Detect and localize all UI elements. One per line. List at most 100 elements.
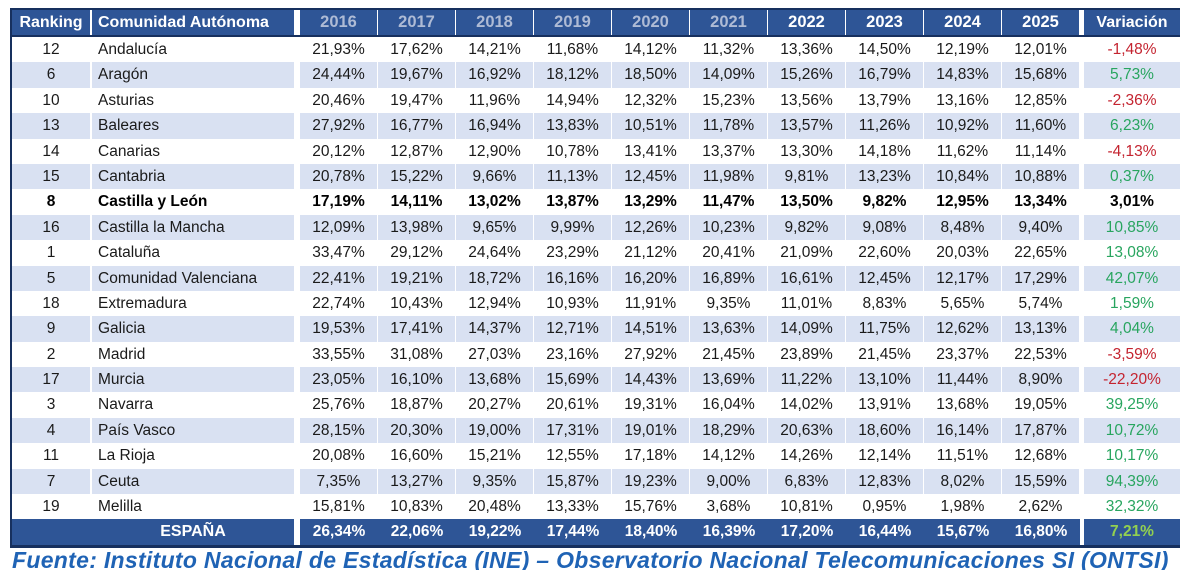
cell-ranking: 11 <box>42 447 60 465</box>
cell-community: Cataluña <box>98 244 161 262</box>
cell-value-2023: 13,91% <box>858 396 911 414</box>
cell-value-2024: 12,62% <box>924 316 1001 342</box>
cell-value-2024: 11,62% <box>936 142 989 160</box>
cell-community: Galicia <box>92 316 294 342</box>
cell-value-2022: 13,57% <box>768 113 845 139</box>
table-row: 1 Cataluña 33,47% 29,12% 24,64% 23,29% 21,12% 2… <box>12 240 1180 265</box>
total-value-2023: 16,44% <box>846 519 924 545</box>
cell-value-2025: 8,90% <box>1002 367 1079 393</box>
cell-value-2016: 21,93% <box>312 41 365 58</box>
cell-value-2023: 0,95% <box>862 498 907 516</box>
cell-variation: 1,59% <box>1110 294 1154 312</box>
cell-value-2021: 16,89% <box>690 265 767 291</box>
cell-value-2016: 19,53% <box>300 316 377 342</box>
cell-value-2019: 14,94% <box>546 91 599 109</box>
cell-variation: -4,13% <box>1107 142 1157 160</box>
cell-value-2020: 15,76% <box>624 498 677 516</box>
cell-community: Ceuta <box>92 468 294 495</box>
total-value-2018: 19,22% <box>456 519 534 545</box>
cell-value-2020: 12,32% <box>624 91 677 109</box>
cell-value-2021: 13,37% <box>702 142 755 160</box>
cell-value-2020: 21,12% <box>624 244 677 262</box>
cell-value-2020: 11,91% <box>624 294 677 312</box>
cell-value-2020: 16,20% <box>612 265 689 291</box>
cell-value-2024: 16,14% <box>924 417 1001 444</box>
cell-value-2021: 3,68% <box>706 498 751 516</box>
header-year-2017: 2017 <box>378 10 455 35</box>
cell-value-2023: 9,08% <box>846 214 923 241</box>
table-row: 15 Cantabria 20,78% 15,22% 9,66% 11,13% 12,45%… <box>12 163 1180 190</box>
table-header-row: Ranking Comunidad Autónoma 2016 2017 2018 2… <box>12 8 1180 37</box>
cell-value-2018: 9,65% <box>456 214 533 241</box>
cell-value-2021: 15,23% <box>702 91 755 109</box>
header-year-2025: 2025 <box>1002 10 1079 35</box>
cell-value-2017: 17,62% <box>390 41 443 58</box>
cell-value-2022: 13,56% <box>780 91 833 109</box>
cell-variation: 39,25% <box>1105 396 1159 414</box>
total-label: ESPAÑA <box>12 519 294 545</box>
cell-value-2024: 13,68% <box>936 396 989 414</box>
cell-value-2020: 19,31% <box>624 396 677 414</box>
cell-value-2021: 14,12% <box>702 447 755 465</box>
cell-ranking: 16 <box>12 214 90 241</box>
cell-value-2016: 23,05% <box>300 367 377 393</box>
total-row: ESPAÑA 26,34% 22,06% 19,22% 17,44% 18,40% 16,3… <box>12 519 1180 548</box>
cell-value-2022: 11,01% <box>780 294 833 312</box>
cell-value-2022: 20,63% <box>768 417 845 444</box>
header-year-2018: 2018 <box>456 10 533 35</box>
cell-value-2023: 13,79% <box>858 91 911 109</box>
total-value-2017: 22,06% <box>378 519 456 545</box>
cell-ranking: 8 <box>46 193 56 211</box>
cell-value-2017: 15,22% <box>378 163 455 190</box>
cell-value-2017: 31,08% <box>390 345 443 363</box>
cell-value-2019: 15,87% <box>534 468 611 495</box>
cell-value-2019: 17,31% <box>534 417 611 444</box>
cell-value-2022: 9,82% <box>768 214 845 241</box>
cell-value-2025: 11,60% <box>1002 113 1079 139</box>
cell-value-2016: 28,15% <box>300 417 377 444</box>
cell-value-2023: 13,23% <box>846 163 923 190</box>
cell-community: Extremadura <box>98 294 187 312</box>
cell-value-2020: 12,45% <box>612 163 689 190</box>
cell-value-2022: 14,02% <box>780 396 833 414</box>
cell-variation: -2,36% <box>1107 91 1157 109</box>
cell-value-2025: 5,74% <box>1018 294 1063 312</box>
cell-value-2016: 20,12% <box>312 142 365 160</box>
table-row: 18 Extremadura 22,74% 10,43% 12,94% 10,93% 11,… <box>12 291 1180 316</box>
cell-value-2018: 9,35% <box>456 468 533 495</box>
cell-variation: 94,39% <box>1084 468 1180 495</box>
table-row: 13 Baleares 27,92% 16,77% 16,94% 13,83% 10,51%… <box>12 113 1180 139</box>
cell-value-2024: 14,83% <box>924 62 1001 88</box>
cell-value-2023: 12,83% <box>846 468 923 495</box>
cell-value-2016: 25,76% <box>312 396 365 414</box>
cell-value-2020: 13,29% <box>624 193 677 211</box>
table-row: 5 Comunidad Valenciana 22,41% 19,21% 18,72% 1… <box>12 265 1180 291</box>
header-year-2019: 2019 <box>534 10 611 35</box>
header-year-2022: 2022 <box>768 10 845 35</box>
cell-value-2024: 12,17% <box>924 265 1001 291</box>
table-row: 11 La Rioja 20,08% 16,60% 15,21% 12,55% 17,18%… <box>12 443 1180 468</box>
cell-value-2022: 10,81% <box>780 498 833 516</box>
cell-value-2023: 16,79% <box>846 62 923 88</box>
cell-value-2024: 10,84% <box>924 163 1001 190</box>
cell-variation: 3,01% <box>1110 193 1154 211</box>
cell-value-2021: 18,29% <box>690 417 767 444</box>
cell-community: Navarra <box>98 396 154 414</box>
cell-ranking: 17 <box>12 367 90 393</box>
cell-value-2020: 12,26% <box>612 214 689 241</box>
cell-value-2023: 21,45% <box>858 345 911 363</box>
cell-value-2018: 27,03% <box>468 345 521 363</box>
cell-community: Cantabria <box>92 163 294 190</box>
cell-value-2021: 20,41% <box>702 244 755 262</box>
cell-value-2017: 16,60% <box>390 447 443 465</box>
cell-value-2023: 14,18% <box>858 142 911 160</box>
cell-ranking: 3 <box>46 396 56 414</box>
cell-value-2021: 11,98% <box>690 163 767 190</box>
cell-value-2017: 10,83% <box>390 498 443 516</box>
total-value-2019: 17,44% <box>534 519 612 545</box>
cell-value-2025: 11,14% <box>1014 142 1067 160</box>
cell-ranking: 5 <box>12 265 90 291</box>
header-community: Comunidad Autónoma <box>92 10 294 35</box>
cell-value-2016: 12,09% <box>300 214 377 241</box>
